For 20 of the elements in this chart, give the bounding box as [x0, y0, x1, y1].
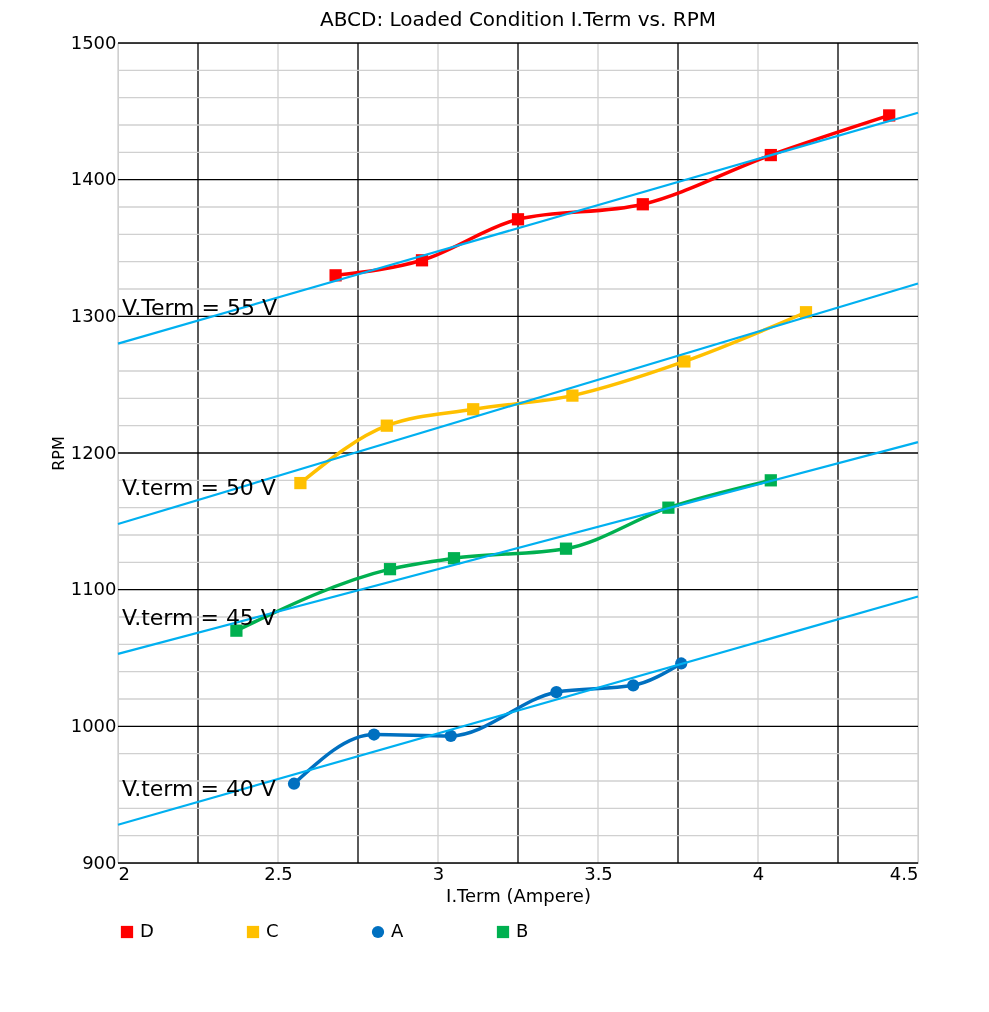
x-tick-label: 4	[752, 862, 765, 884]
chart-title: ABCD: Loaded Condition I.Term vs. RPM	[320, 7, 716, 31]
legend-label: A	[391, 920, 404, 941]
y-tick-label: 900	[82, 851, 117, 873]
x-tick-label: 4.5	[889, 862, 919, 884]
legend-label: B	[516, 920, 529, 941]
y-tick-label: 1200	[70, 441, 117, 463]
y-tick-label: 1400	[70, 168, 117, 190]
x-axis-title: I.Term (Ampere)	[446, 884, 591, 906]
y-tick-label: 1500	[70, 31, 117, 53]
x-tick-label: 2.5	[264, 862, 293, 884]
x-tick-label: 2	[118, 862, 130, 884]
y-axis-title: RPM	[48, 436, 68, 471]
legend-label: D	[140, 920, 154, 941]
legend-label: C	[266, 920, 279, 941]
y-tick-label: 1000	[70, 714, 117, 736]
x-tick-label: 3	[432, 862, 445, 884]
x-tick-label: 3.5	[584, 862, 613, 884]
y-tick-label: 1100	[70, 578, 117, 600]
y-tick-label: 1300	[70, 304, 117, 326]
